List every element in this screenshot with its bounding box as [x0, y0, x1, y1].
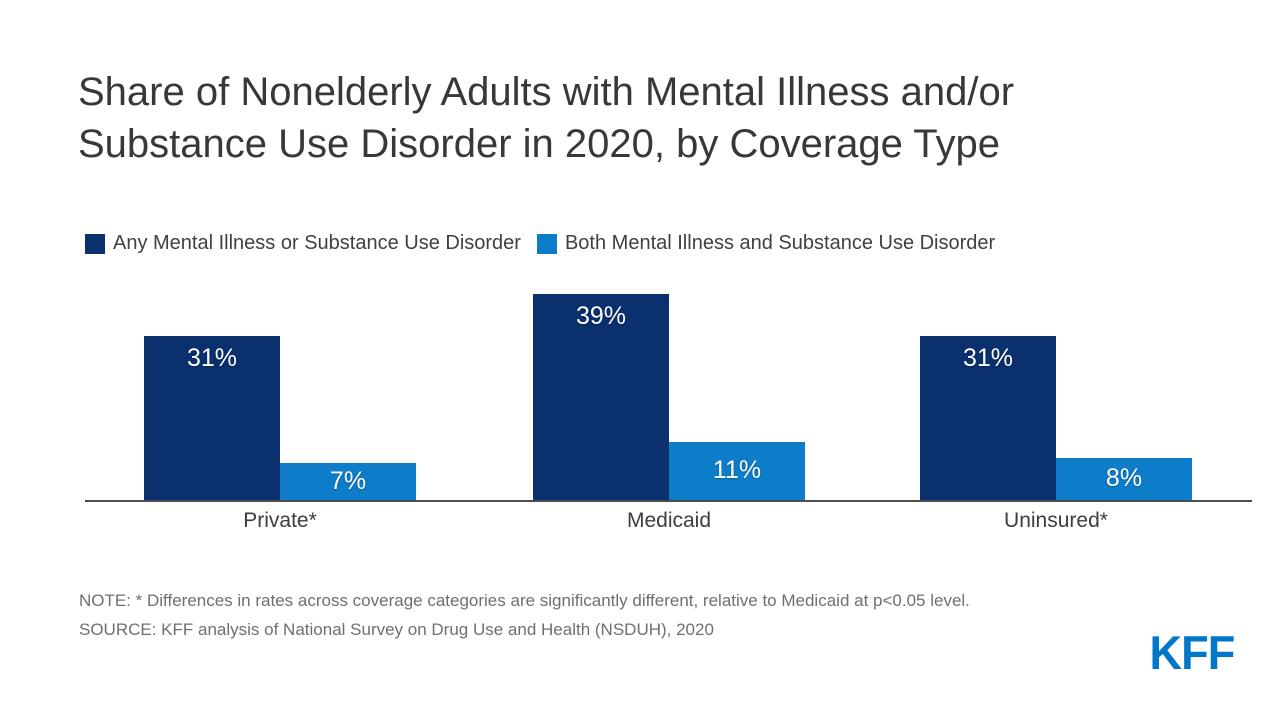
chart-title-line2: Substance Use Disorder in 2020, by Cover…	[78, 122, 1001, 166]
bar-series0-private	[144, 336, 280, 500]
bar-series1-medicaid	[669, 442, 805, 500]
legend-label: Both Mental Illness and Substance Use Di…	[564, 232, 996, 254]
legend-label: Any Mental Illness or Substance Use Diso…	[113, 232, 521, 254]
source-text: SOURCE: KFF analysis of National Survey …	[79, 620, 714, 639]
bar-value-label: 31%	[186, 344, 238, 372]
legend-item-both: Both Mental Illness and Substance Use Di…	[536, 232, 996, 255]
footnotes: NOTE: * Differences in rates across cove…	[79, 586, 1199, 644]
bar-value-label: 8%	[1105, 464, 1143, 492]
category-label-medicaid: Medicaid	[626, 509, 712, 532]
chart-title-line1: Share of Nonelderly Adults with Mental I…	[78, 70, 1015, 114]
legend-item-any: Any Mental Illness or Substance Use Diso…	[85, 232, 521, 255]
legend-swatch-light-blue	[536, 233, 557, 254]
legend-swatch-dark-blue	[85, 233, 105, 254]
category-label-uninsured: Uninsured*	[1004, 509, 1108, 532]
category-label-private: Private*	[243, 509, 317, 532]
bar-value-label: 7%	[329, 467, 367, 495]
x-axis-line	[85, 500, 1252, 502]
bar-series0-medicaid	[533, 294, 669, 500]
bar-value-label: 31%	[962, 344, 1014, 372]
kff-logo: KFF	[1149, 626, 1235, 679]
bar-value-label: 11%	[712, 456, 762, 484]
note-text: NOTE: * Differences in rates across cove…	[79, 591, 970, 610]
legend: Any Mental Illness or Substance Use Diso…	[85, 232, 995, 255]
bar-series0-uninsured	[920, 336, 1056, 500]
bar-series1-uninsured	[1056, 458, 1192, 500]
bar-value-label: 39%	[575, 302, 627, 330]
bar-series1-private	[280, 463, 416, 500]
chart-title: Share of Nonelderly Adults with Mental I…	[78, 66, 1208, 170]
